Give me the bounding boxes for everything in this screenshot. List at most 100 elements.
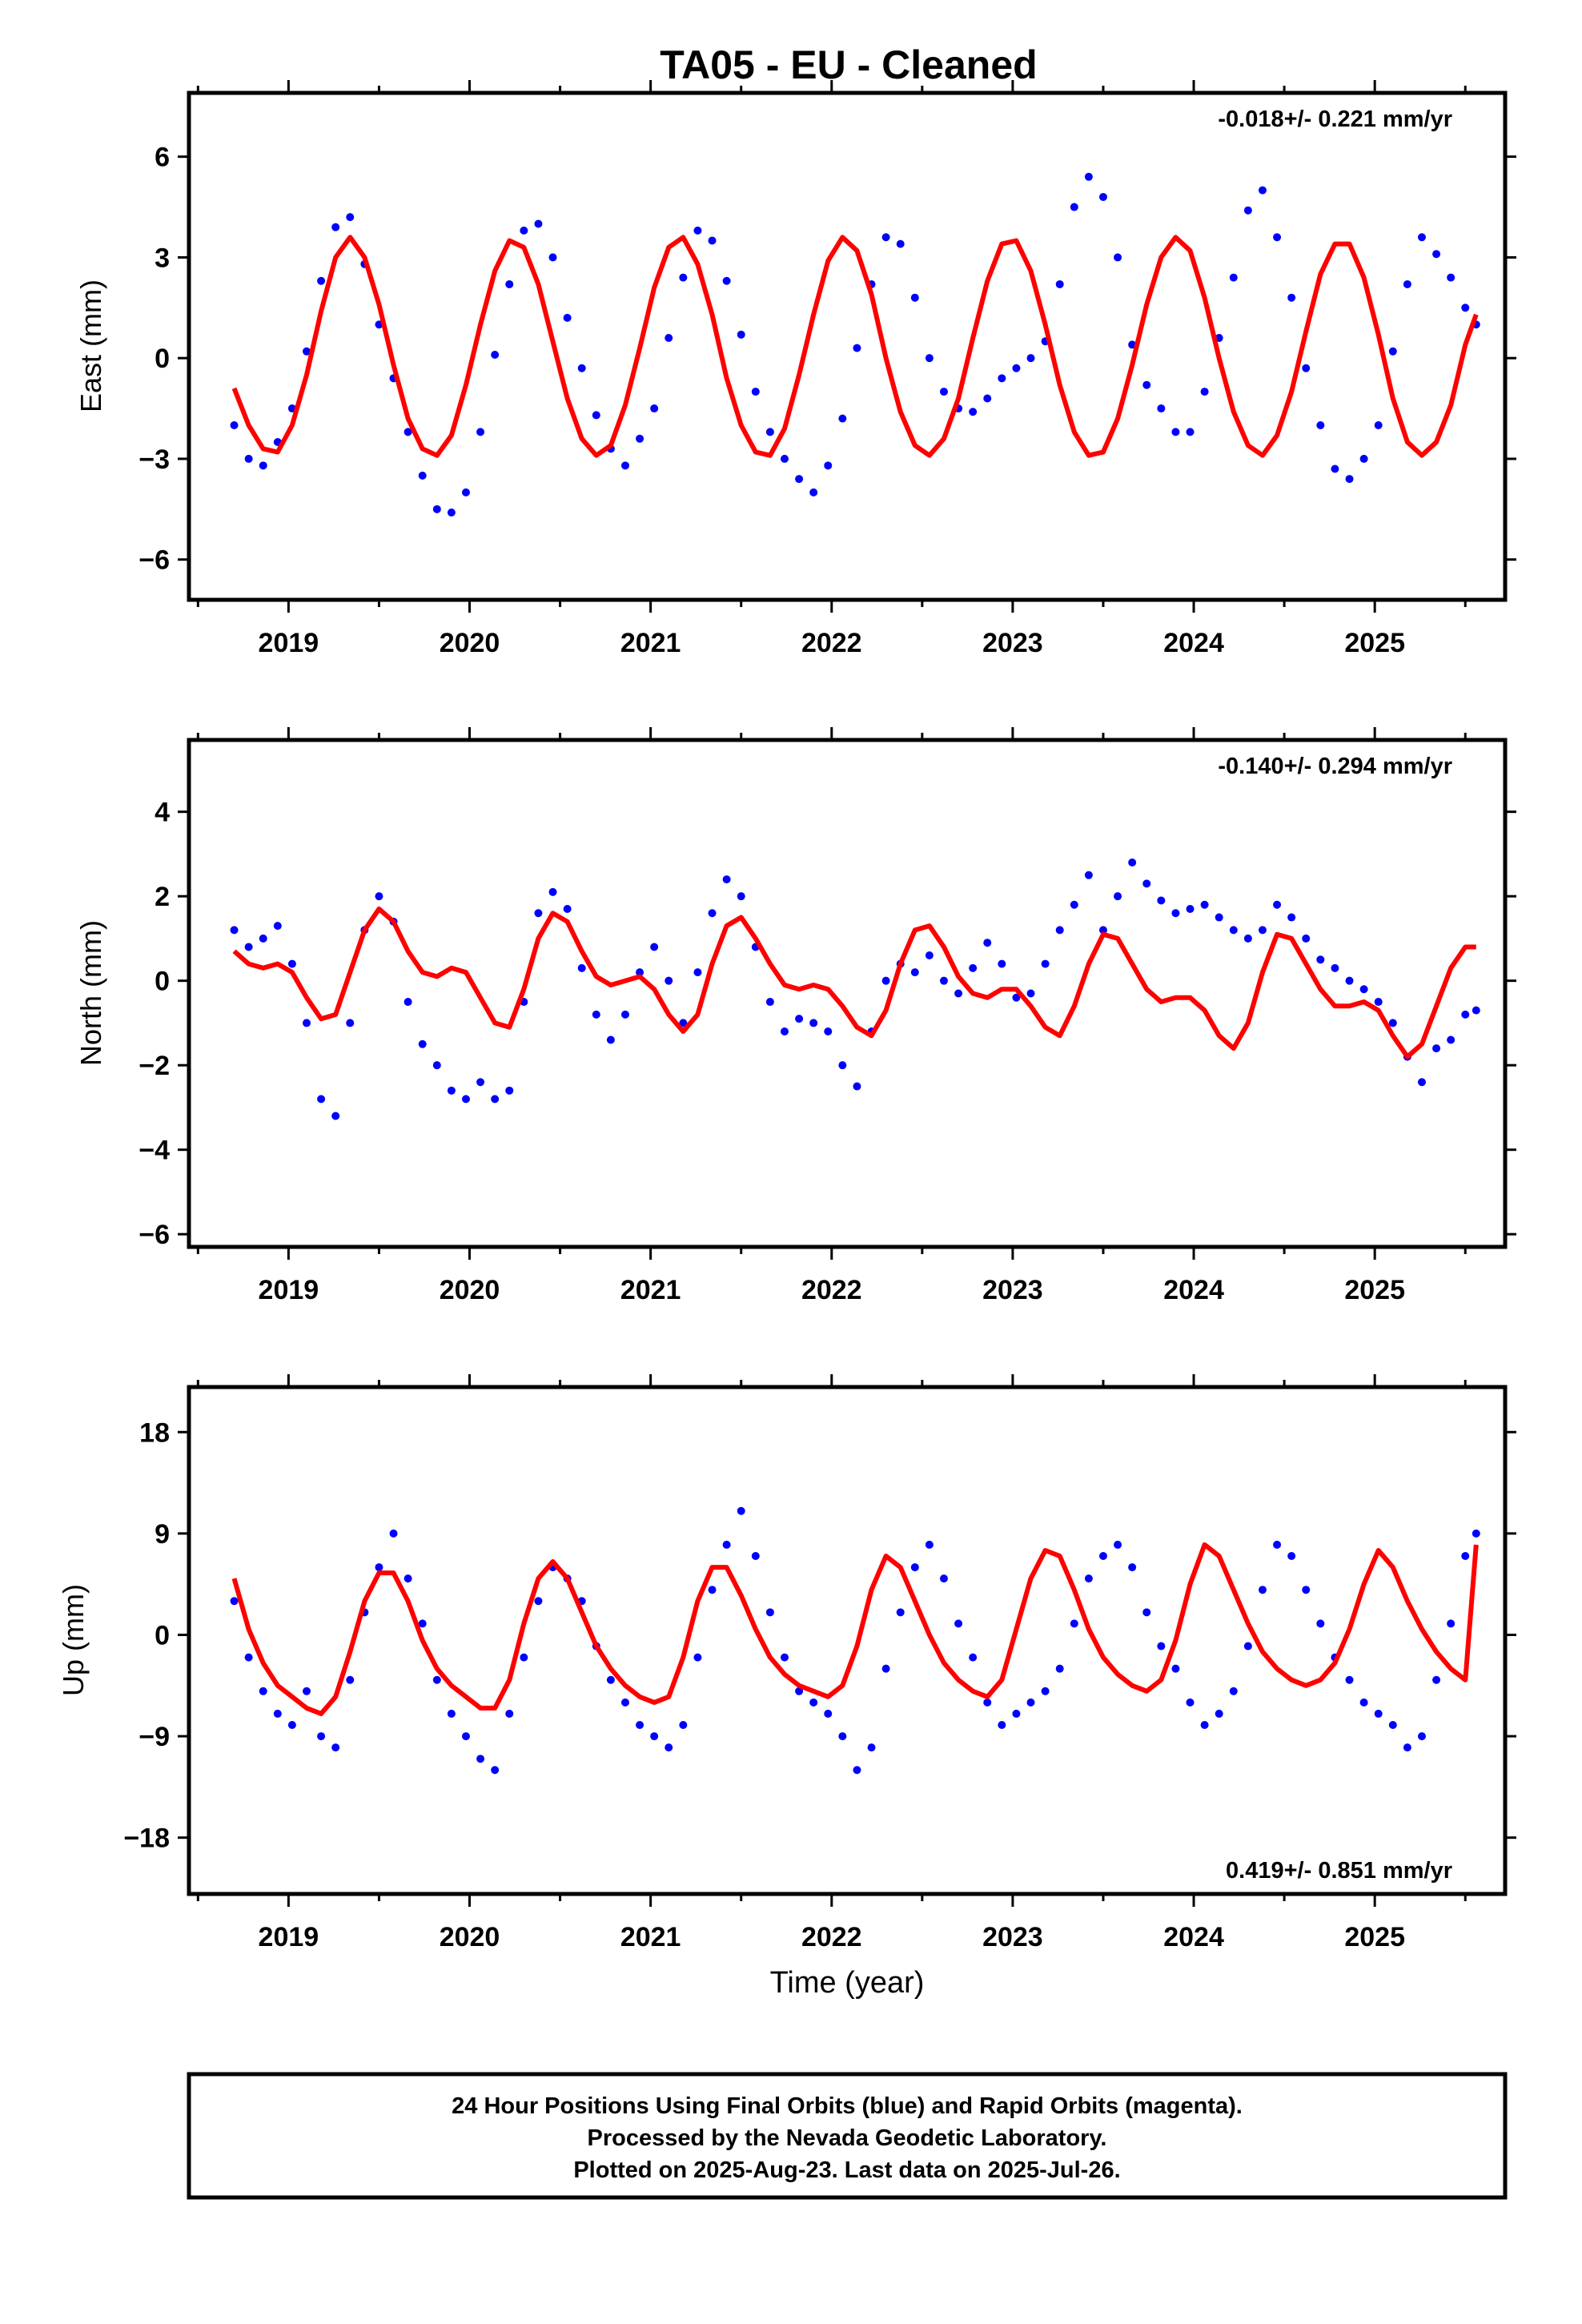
panel-east-data-point (1171, 428, 1180, 436)
panel-east-marks (230, 172, 1480, 517)
panel-north-data-point (346, 1019, 355, 1027)
panel-east-data-point (432, 505, 441, 513)
panel-north-data-point (432, 1061, 441, 1070)
panel-east-data-point (824, 461, 833, 470)
panel-up-model-curve (231, 1542, 1479, 1716)
panel-north-data-point (679, 1019, 688, 1027)
panel-up-data-point (679, 1721, 688, 1729)
panel-north-data-point (1128, 858, 1137, 866)
panel-up-data-point (273, 1709, 282, 1718)
panel-north-data-point (1243, 934, 1252, 943)
panel-north-data-point (1012, 993, 1021, 1002)
panel-up-data-point (620, 1698, 629, 1707)
panel-up-data-point (1157, 1642, 1166, 1651)
panel-north-data-point (795, 1015, 804, 1023)
panel-up-data-point (244, 1653, 253, 1662)
panel-east-data-point (1345, 475, 1354, 484)
panel-north-xtick-label: 2021 (620, 1275, 681, 1305)
panel-east-data-point (1142, 380, 1151, 389)
panel-east-frame (187, 90, 1508, 602)
panel-up-data-point (881, 1664, 890, 1673)
panel-north-data-point (534, 909, 543, 918)
panel-up-data-point (432, 1675, 441, 1684)
panel-up-xtick-label: 2025 (1344, 1922, 1405, 1952)
panel-up-data-point (1432, 1675, 1441, 1684)
panel-up-xtick-label: 2020 (440, 1922, 500, 1952)
panel-north-data-point (1200, 900, 1209, 909)
panel-north-data-point (1287, 913, 1296, 922)
panel-east-ytick-label: 3 (155, 243, 170, 273)
panel-east-data-point (592, 411, 600, 420)
panel-up-data-point (1461, 1552, 1470, 1560)
panel-east-xtick-label: 2021 (620, 628, 681, 658)
panel-north-data-point (375, 892, 383, 901)
panel-north-data-point (1345, 976, 1354, 985)
panel-east-ticks: 2019 2020 2021 2022 2023 2024 2025 6 3 0 −3 −6 (139, 80, 1516, 658)
panel-east-data-point (1258, 186, 1267, 195)
panel-east-data-point (1403, 279, 1411, 288)
footer-box: 24 Hour Positions Using Final Orbits (bl… (187, 2072, 1508, 2200)
panel-north-data-point (853, 1082, 861, 1091)
panel-east-data-point (1316, 421, 1325, 430)
panel-east-data-point (259, 461, 267, 470)
panel-up-xtick-label: 2022 (801, 1922, 862, 1952)
panel-up-data-point (1302, 1586, 1311, 1594)
panel-east-data-point (1200, 388, 1209, 396)
panel-up-data-point (491, 1766, 500, 1775)
panel-north-data-point (1461, 1010, 1470, 1019)
panel-north-data-point (1026, 989, 1035, 998)
panel-east-data-point (317, 276, 326, 285)
panel-north-data-point (1388, 1019, 1397, 1027)
panel-up-data-point (389, 1529, 398, 1538)
panel-north-data-point (693, 968, 702, 977)
panel-up-data-point (853, 1766, 861, 1775)
panel-east-data-point (302, 347, 311, 356)
panel-north-ytick-label: −4 (139, 1136, 170, 1166)
panel-east-data-point (969, 408, 978, 416)
panel-up-data-point (824, 1709, 833, 1718)
panel-east-data-point (708, 236, 717, 245)
panel-north-data-point (983, 939, 992, 947)
panel-up-data-point (1041, 1687, 1050, 1695)
panel-up-data-point (969, 1653, 978, 1662)
panel-north-data-point (592, 1010, 600, 1019)
panel-up-data-point (1142, 1608, 1151, 1617)
panel-north-xtick-label: 2019 (259, 1275, 319, 1305)
panel-east-ylabel: East (mm) (74, 279, 107, 412)
panel-up-xtick-label: 2021 (620, 1922, 681, 1952)
panel-north-xtick-label: 2020 (440, 1275, 500, 1305)
panel-east-data-point (1359, 454, 1368, 463)
panel-east-data-point (331, 223, 340, 231)
panel-east-data-point (476, 428, 485, 436)
panel-up-xtick-label: 2024 (1163, 1922, 1224, 1952)
panel-up-data-point (896, 1608, 905, 1617)
panel-up-data-point (1098, 1552, 1107, 1560)
panel-east-data-point (679, 273, 688, 282)
panel-up-data-point (650, 1732, 659, 1741)
panel-north-data-point (881, 976, 890, 985)
panel-east-xtick-label: 2025 (1344, 628, 1405, 658)
panel-up-data-point (447, 1709, 456, 1718)
panel-north-data-point (1432, 1044, 1441, 1053)
panel-up-data-point (737, 1506, 745, 1515)
panel-east-ytick-label: 0 (155, 344, 170, 374)
panel-north-data-point (447, 1086, 456, 1095)
panel-north-data-point (1084, 870, 1093, 879)
panel-north-ytick-label: −6 (139, 1220, 170, 1250)
panel-east-data-point (983, 394, 992, 403)
panel-east-data-point (520, 226, 528, 235)
panel-east-xtick-label: 2023 (982, 628, 1043, 658)
panel-north-xtick-label: 2022 (801, 1275, 862, 1305)
panel-east-data-point (447, 509, 456, 517)
panel-up-data-point (708, 1586, 717, 1594)
panel-up-data-point (331, 1743, 340, 1752)
panel-north-data-point (824, 1027, 833, 1035)
panel-east-data-point (1229, 273, 1238, 282)
panel-north-data-point (230, 926, 239, 935)
panel-up-data-point (925, 1540, 934, 1549)
panel-east-data-point (577, 364, 586, 372)
panel-east-data-point (505, 279, 514, 288)
panel-east-data-point (534, 219, 543, 228)
panel-north-data-point (1374, 998, 1383, 1007)
panel-east-data-point (1302, 364, 1311, 372)
